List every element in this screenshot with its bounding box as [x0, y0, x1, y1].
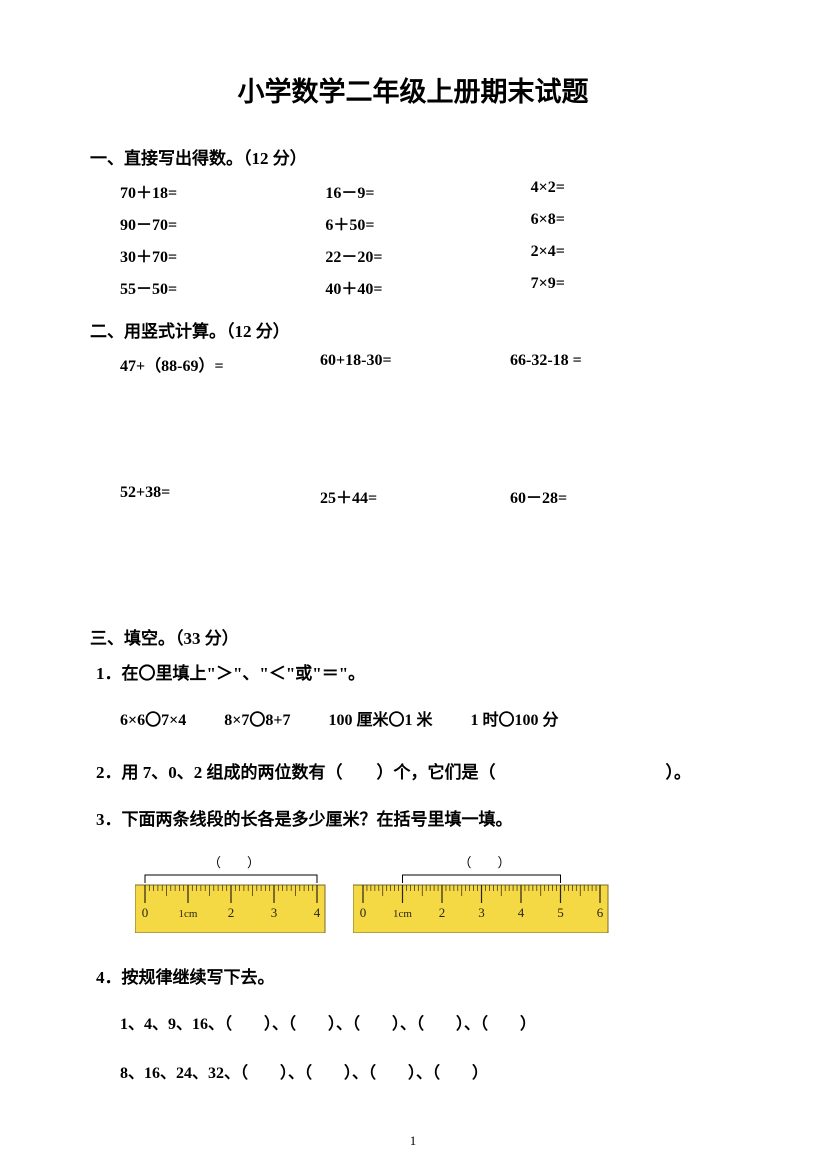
- calc-row: 30＋70= 22－20= 2×4=: [120, 243, 736, 267]
- calc-cell: 90－70=: [120, 211, 325, 235]
- calc-cell: 4×2=: [531, 179, 736, 203]
- ruler-label: （ ）: [135, 852, 333, 871]
- compare-item: 8×7〇8+7: [224, 706, 290, 730]
- calc-cell: 6＋50=: [325, 211, 530, 235]
- svg-text:4: 4: [314, 905, 321, 920]
- calc-cell: 25＋44=: [320, 484, 510, 508]
- calc-cell: 40＋40=: [325, 275, 530, 299]
- svg-text:0: 0: [142, 905, 149, 920]
- svg-text:1cm: 1cm: [393, 908, 412, 920]
- calc-row: 52+38= 25＋44= 60－28=: [90, 484, 736, 508]
- calc-cell: 60+18-30=: [320, 352, 510, 376]
- calc-row: 90－70= 6＋50= 6×8=: [120, 211, 736, 235]
- calc-cell: 55－50=: [120, 275, 325, 299]
- question-3: 3．下面两条线段的长各是多少厘米？在括号里填一填。: [90, 805, 736, 830]
- ruler-block-1: （ ） 0 1cm 2 3 4: [135, 852, 333, 933]
- compare-row: 6×6〇7×4 8×7〇8+7 100 厘米〇1 米 1 时〇100 分: [90, 706, 736, 730]
- question-1: 1．在〇里填上"＞"、"＜"或"＝"。: [90, 659, 736, 684]
- ruler-icon: 0 1cm 2 3 4 5 6: [353, 873, 616, 933]
- svg-text:0: 0: [360, 905, 367, 920]
- calc-row: 47+（88-69）= 60+18-30= 66-32-18 =: [90, 352, 736, 376]
- page-number: 1: [410, 1133, 417, 1149]
- svg-text:3: 3: [271, 905, 278, 920]
- svg-text:3: 3: [478, 905, 485, 920]
- question-2: 2．用 7、0、2 组成的两位数有（ ）个，它们是（ ）。: [90, 758, 736, 783]
- calc-cell: 30＋70=: [120, 243, 325, 267]
- calc-cell: 16－9=: [325, 179, 530, 203]
- compare-item: 1 时〇100 分: [471, 706, 559, 730]
- calc-cell: 2×4=: [531, 243, 736, 267]
- svg-text:1cm: 1cm: [179, 908, 198, 920]
- sequence-2: 8、16、24、32、（ ）、（ ）、（ ）、（ ）: [90, 1059, 736, 1083]
- calc-cell: 6×8=: [531, 211, 736, 235]
- section3-header: 三、填空。（33 分）: [90, 624, 736, 649]
- ruler-block-2: （ ） 0 1cm 2 3 4 5 6: [353, 852, 616, 933]
- ruler-icon: 0 1cm 2 3 4: [135, 873, 333, 933]
- calc-row: 70＋18= 16－9= 4×2=: [120, 179, 736, 203]
- calc-cell: 22－20=: [325, 243, 530, 267]
- calc-cell: 66-32-18 =: [510, 352, 710, 376]
- ruler-label: （ ）: [353, 852, 616, 871]
- section2-header: 二、用竖式计算。（12 分）: [90, 317, 736, 342]
- sequence-1: 1、4、9、16、（ ）、（ ）、（ ）、（ ）、（ ）: [90, 1010, 736, 1034]
- svg-text:2: 2: [439, 905, 446, 920]
- calc-cell: 52+38=: [120, 484, 320, 508]
- svg-text:5: 5: [557, 905, 564, 920]
- page-title: 小学数学二年级上册期末试题: [90, 70, 736, 109]
- svg-text:6: 6: [597, 905, 604, 920]
- compare-item: 100 厘米〇1 米: [329, 706, 433, 730]
- compare-item: 6×6〇7×4: [120, 706, 186, 730]
- calc-row: 55－50= 40＋40= 7×9=: [120, 275, 736, 299]
- ruler-container: （ ） 0 1cm 2 3 4 （ ） 0 1cm 2 3 4 5 6: [90, 852, 736, 933]
- question-4: 4．按规律继续写下去。: [90, 963, 736, 988]
- section1-header: 一、直接写出得数。（12 分）: [90, 144, 736, 169]
- svg-text:2: 2: [228, 905, 235, 920]
- calc-cell: 60－28=: [510, 484, 710, 508]
- calc-cell: 70＋18=: [120, 179, 325, 203]
- calc-cell: 47+（88-69）=: [120, 352, 320, 376]
- calc-cell: 7×9=: [531, 275, 736, 299]
- svg-text:4: 4: [518, 905, 525, 920]
- section1-grid: 70＋18= 16－9= 4×2= 90－70= 6＋50= 6×8= 30＋7…: [90, 179, 736, 299]
